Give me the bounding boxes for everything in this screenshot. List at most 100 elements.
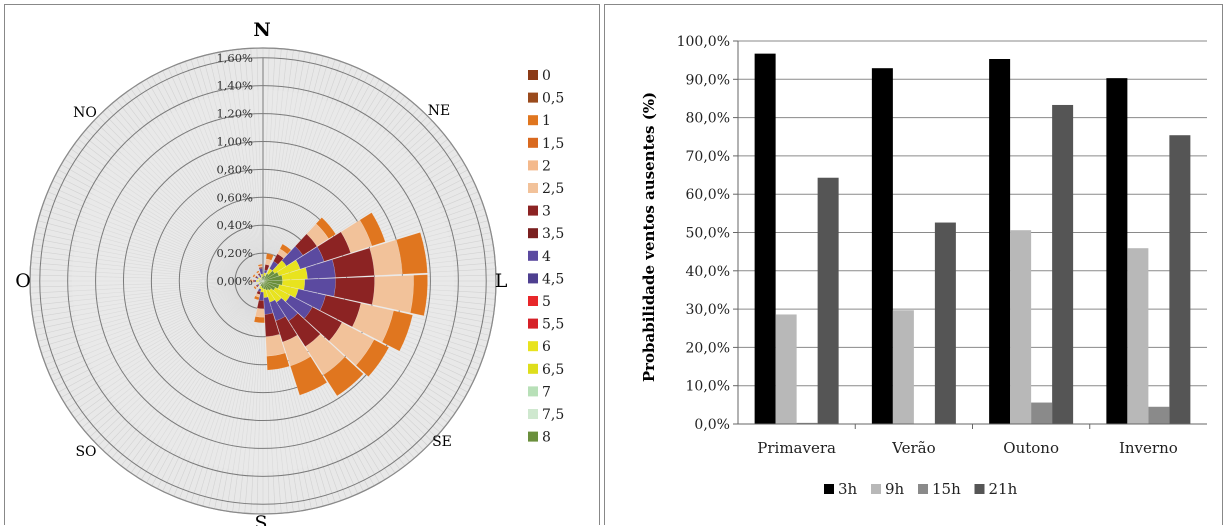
- rose-spoke: [190, 59, 264, 282]
- rose-sector: [294, 288, 326, 311]
- bar-chart: 0,0% 10,0% 20,0% 30,0% 40,0% 50,0% 60,0% 70,0% 8…: [640, 34, 1207, 498]
- rose-sector: [263, 269, 268, 274]
- rose-spoke: [146, 280, 264, 483]
- rose-spoke: [33, 280, 264, 324]
- rose-spoke: [47, 280, 264, 371]
- y-tick-label: 10,0%: [686, 379, 730, 395]
- rose-sector: [253, 285, 257, 290]
- rose-sector: [251, 279, 254, 283]
- rose-spoke: [135, 85, 264, 282]
- rose-sector: [257, 277, 262, 281]
- bar: [1127, 248, 1149, 424]
- rose-sector: [355, 339, 390, 377]
- rose-spoke: [31, 256, 264, 282]
- rose-sector: [275, 316, 298, 343]
- rose-sector: [272, 260, 287, 274]
- rose-spoke: [179, 280, 264, 499]
- rose-sector: [369, 239, 403, 276]
- rose-spoke: [35, 280, 264, 330]
- legend-label: 1,5: [542, 136, 564, 152]
- legend-label: 21h: [989, 480, 1018, 498]
- rose-spoke: [196, 280, 264, 505]
- legend-swatch: [528, 341, 538, 352]
- rose-spoke: [151, 76, 264, 282]
- rose-sector: [253, 274, 257, 279]
- legend-swatch: [528, 296, 538, 306]
- x-tick-label: Primavera: [757, 439, 836, 457]
- rose-spoke: [36, 226, 264, 282]
- rose-sector: [319, 294, 362, 328]
- rose-spoke: [31, 280, 264, 306]
- rose-spoke: [262, 53, 312, 282]
- rose-sector: [269, 299, 286, 322]
- rose-spoke: [156, 280, 264, 489]
- rose-spoke: [31, 250, 264, 282]
- rose-spoke: [30, 280, 264, 288]
- legend-label: 2,5: [542, 181, 564, 197]
- rose-sector: [381, 310, 413, 352]
- bar: [934, 222, 956, 424]
- bar: [754, 53, 776, 424]
- rose-spoke: [262, 54, 318, 282]
- legend-swatch: [528, 250, 538, 261]
- rose-spoke: [141, 280, 264, 480]
- rose-sector: [303, 277, 336, 297]
- bar: [796, 422, 818, 424]
- rose-tick-label: 0,60%: [216, 190, 253, 204]
- x-tick-label: Outono: [1003, 439, 1059, 457]
- rose-spoke: [162, 280, 264, 492]
- rose-spoke: [184, 61, 264, 282]
- legend-label: 7,5: [542, 407, 564, 423]
- rose-sector: [253, 295, 260, 301]
- rose-sector: [315, 217, 337, 240]
- bar: [1052, 104, 1074, 424]
- rose-spoke: [262, 48, 270, 282]
- legend-swatch: [528, 318, 538, 329]
- rose-spoke: [32, 280, 264, 318]
- y-axis-title: Probabilidade ventos ausentes (%): [640, 92, 658, 382]
- rose-spoke: [41, 208, 264, 282]
- y-tick-label: 40,0%: [686, 264, 730, 280]
- legend-label: 0: [542, 68, 551, 84]
- rose-spoke: [35, 232, 264, 282]
- rose-spoke: [106, 280, 264, 455]
- rose-sector: [295, 246, 325, 270]
- legend-swatch: [528, 409, 538, 419]
- y-tick-label: 20,0%: [686, 340, 730, 356]
- rose-spoke: [37, 280, 264, 342]
- rose-spoke: [52, 180, 264, 282]
- legend-swatch: [528, 70, 538, 80]
- rose-spoke: [89, 280, 264, 438]
- legend-label: 5,5: [542, 317, 564, 333]
- rose-spoke: [262, 59, 336, 282]
- rose-sector: [285, 294, 313, 319]
- legend-swatch: [528, 92, 538, 103]
- rose-spoke: [262, 49, 288, 282]
- rose-spoke: [120, 280, 264, 467]
- rose-spoke: [102, 111, 264, 282]
- legend-label: 6: [542, 339, 551, 355]
- rose-spoke: [208, 54, 264, 282]
- bar: [1031, 402, 1053, 424]
- rose-spoke: [125, 280, 264, 470]
- rose-spoke: [98, 116, 264, 282]
- rose-spoke: [256, 48, 264, 282]
- rose-spoke: [30, 280, 264, 294]
- rose-sector: [266, 352, 290, 371]
- rose-sector: [289, 356, 328, 396]
- rose-sector: [256, 271, 261, 275]
- rose-sector: [260, 276, 263, 280]
- rose-spoke: [43, 280, 264, 360]
- bar: [1148, 406, 1170, 424]
- rose-sector: [269, 260, 279, 272]
- rose-sector: [262, 273, 269, 282]
- rose-sector: [264, 258, 272, 266]
- rose-spoke: [262, 50, 300, 282]
- compass-label-n: N: [253, 19, 270, 41]
- rose-sector: [276, 248, 288, 259]
- rose-spoke: [39, 280, 264, 348]
- bar-chart-panel: 0,0% 10,0% 20,0% 30,0% 40,0% 50,0% 60,0% 70,0% 8…: [604, 4, 1223, 525]
- rose-sector: [258, 274, 262, 279]
- legend-label: 9h: [885, 480, 905, 498]
- rose-spoke: [202, 280, 264, 507]
